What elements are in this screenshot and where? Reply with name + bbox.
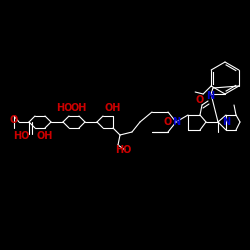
Text: OH: OH xyxy=(37,131,53,141)
Text: O: O xyxy=(164,117,172,127)
Text: HO: HO xyxy=(56,103,72,113)
Text: HO: HO xyxy=(115,145,131,155)
Text: OH: OH xyxy=(105,103,121,113)
Text: OH: OH xyxy=(71,103,87,113)
Text: O: O xyxy=(10,115,18,125)
Text: O: O xyxy=(196,95,204,105)
Text: N: N xyxy=(222,117,230,127)
Text: N: N xyxy=(206,91,214,101)
Text: N: N xyxy=(172,117,180,127)
Text: HO: HO xyxy=(12,131,29,141)
